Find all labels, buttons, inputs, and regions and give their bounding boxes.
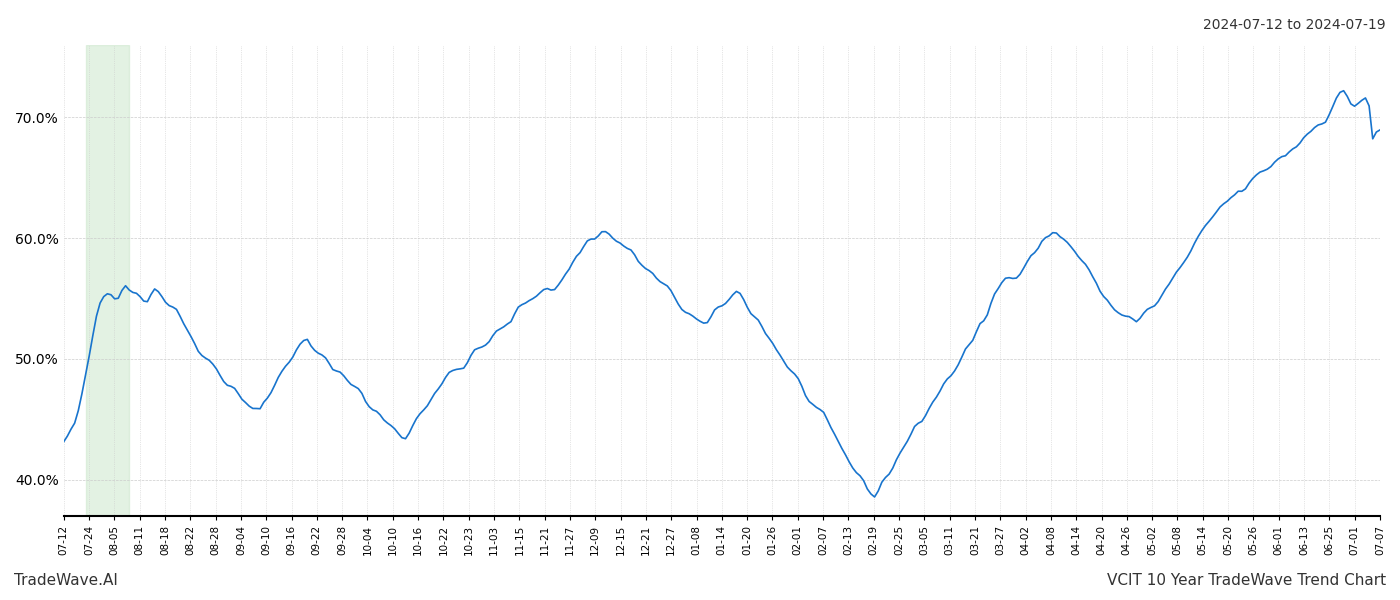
Text: 2024-07-12 to 2024-07-19: 2024-07-12 to 2024-07-19 <box>1204 18 1386 32</box>
Text: TradeWave.AI: TradeWave.AI <box>14 573 118 588</box>
Bar <box>85 45 129 516</box>
Text: VCIT 10 Year TradeWave Trend Chart: VCIT 10 Year TradeWave Trend Chart <box>1107 573 1386 588</box>
